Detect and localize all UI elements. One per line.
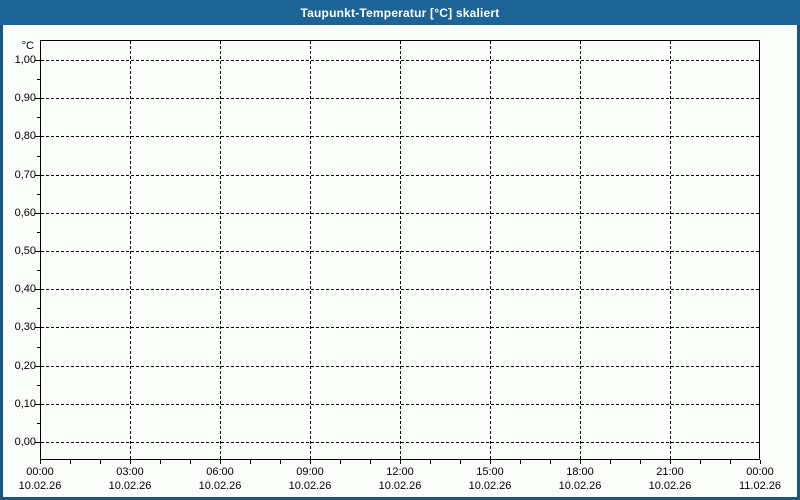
x-axis-time-label: 06:00	[206, 466, 234, 478]
x-axis-date-label: 11.02.26	[738, 480, 781, 492]
x-axis-date-label: 10.02.26	[378, 480, 422, 492]
y-axis-minor-tick	[37, 79, 40, 80]
y-axis-minor-tick	[37, 194, 40, 195]
x-axis-date-label: 10.02.26	[648, 480, 692, 492]
x-axis-date-label: 10.02.26	[18, 480, 62, 492]
y-axis-tick-label: 0,20	[14, 360, 36, 372]
y-axis-tick-label: 0,40	[14, 283, 36, 295]
x-axis-tick	[430, 460, 431, 464]
y-axis-minor-tick	[37, 308, 40, 309]
gridline-vertical	[670, 41, 671, 459]
x-axis-time-label: 12:00	[386, 466, 414, 478]
x-axis-time-label: 15:00	[476, 466, 504, 478]
x-axis-tick	[130, 460, 131, 464]
y-axis-tick-label: 0,90	[14, 92, 36, 104]
y-axis-major-tick	[35, 289, 40, 290]
x-axis-tick	[220, 460, 221, 464]
y-axis-minor-tick	[37, 232, 40, 233]
y-axis-major-tick	[35, 213, 40, 214]
x-axis-tick	[490, 460, 491, 464]
x-axis-tick	[70, 460, 71, 464]
x-axis-tick	[160, 460, 161, 464]
x-axis-tick	[460, 460, 461, 464]
y-axis-tick-label: 0,10	[14, 398, 36, 410]
x-axis-tick	[40, 460, 41, 464]
y-axis-tick-label: 0,60	[14, 207, 36, 219]
y-axis-major-tick	[35, 98, 40, 99]
x-axis-tick	[700, 460, 701, 464]
x-axis-time-label: 09:00	[296, 466, 324, 478]
gridline-vertical	[400, 41, 401, 459]
x-axis-tick	[280, 460, 281, 464]
y-axis-tick-label: 0,00	[14, 436, 36, 448]
x-axis-tick	[760, 460, 761, 464]
x-axis-tick	[100, 460, 101, 464]
gridline-vertical	[310, 41, 311, 459]
y-axis-unit-label: °C	[21, 40, 34, 52]
y-axis-minor-tick	[37, 117, 40, 118]
x-axis-tick	[340, 460, 341, 464]
x-axis-tick	[310, 460, 311, 464]
x-axis-tick	[670, 460, 671, 464]
y-axis-major-tick	[35, 251, 40, 252]
x-axis-time-label: 21:00	[656, 466, 684, 478]
window-border-bottom	[0, 497, 800, 500]
x-axis-time-label: 03:00	[116, 466, 144, 478]
x-axis-tick	[400, 460, 401, 464]
x-axis-tick	[520, 460, 521, 464]
y-axis-major-tick	[35, 442, 40, 443]
x-axis-date-label: 10.02.26	[108, 480, 152, 492]
y-axis-tick-label: 0,80	[14, 130, 36, 142]
window-border-left	[0, 25, 3, 500]
title-bar[interactable]: Taupunkt-Temperatur [°C] skaliert	[0, 0, 800, 25]
y-axis-minor-tick	[37, 347, 40, 348]
x-axis-date-label: 10.02.26	[468, 480, 512, 492]
plot-area[interactable]	[40, 40, 760, 460]
chart-title: Taupunkt-Temperatur [°C] skaliert	[300, 5, 500, 20]
y-axis-minor-tick	[37, 423, 40, 424]
x-axis-tick	[640, 460, 641, 464]
y-axis-major-tick	[35, 136, 40, 137]
y-axis-major-tick	[35, 366, 40, 367]
y-axis-tick-label: 0,50	[14, 245, 36, 257]
x-axis-tick	[190, 460, 191, 464]
y-axis-major-tick	[35, 327, 40, 328]
gridline-vertical	[220, 41, 221, 459]
x-axis-time-label: 00:00	[746, 466, 774, 478]
y-axis-tick-label: 0,70	[14, 169, 36, 181]
y-axis-tick-label: 0,30	[14, 321, 36, 333]
x-axis-tick	[550, 460, 551, 464]
y-axis-minor-tick	[37, 385, 40, 386]
x-axis-date-label: 10.02.26	[558, 480, 602, 492]
gridline-vertical	[490, 41, 491, 459]
y-axis-minor-tick	[37, 270, 40, 271]
y-axis-major-tick	[35, 175, 40, 176]
gridline-vertical	[130, 41, 131, 459]
y-axis-major-tick	[35, 60, 40, 61]
x-axis-tick	[580, 460, 581, 464]
x-axis-date-label: 10.02.26	[288, 480, 332, 492]
x-axis-tick	[610, 460, 611, 464]
y-axis-tick-label: 1,00	[14, 54, 36, 66]
window-border-right	[797, 25, 800, 500]
gridline-vertical	[580, 41, 581, 459]
x-axis-time-label: 18:00	[566, 466, 594, 478]
y-axis-minor-tick	[37, 156, 40, 157]
x-axis-tick	[370, 460, 371, 464]
x-axis-date-label: 10.02.26	[198, 480, 242, 492]
x-axis-tick	[730, 460, 731, 464]
x-axis-time-label: 00:00	[26, 466, 54, 478]
x-axis-tick	[250, 460, 251, 464]
y-axis-major-tick	[35, 404, 40, 405]
